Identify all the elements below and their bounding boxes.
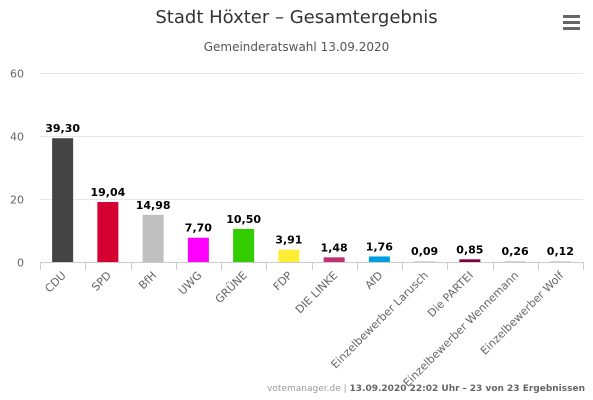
data-label: 0,12 [547, 245, 574, 258]
bar-fdp [278, 249, 300, 262]
footer-count: 23 von 23 Ergebnissen [469, 384, 585, 394]
x-tick-label: SPD [89, 269, 114, 294]
x-tick-label: FDP [271, 269, 296, 294]
bar-spd [97, 202, 119, 262]
menu-line [563, 21, 580, 24]
bar-einzelbewerber-larusch [414, 261, 436, 262]
x-tick-label: DIE LINKE [293, 269, 340, 316]
chart-subtitle: Gemeinderatswahl 13.09.2020 [203, 40, 390, 54]
x-tick-label: Einzelbewerber Larusch [329, 269, 431, 371]
data-label: 14,98 [136, 199, 171, 212]
menu-line [563, 27, 580, 30]
data-label: 39,30 [45, 122, 80, 135]
bar-uwg [187, 237, 209, 262]
footer: votemanager.de | 13.09.2020 22:02 Uhr – … [267, 384, 585, 394]
data-label: 0,09 [411, 245, 438, 258]
bar-einzelbewerber-wolf [549, 261, 571, 262]
bar-cdu [52, 138, 74, 262]
data-label: 3,91 [275, 234, 302, 247]
y-tick-label: 20 [10, 194, 24, 207]
y-tick-label: 0 [17, 257, 24, 270]
footer-source[interactable]: votemanager.de [267, 384, 341, 394]
bar-gr-ne [233, 228, 255, 262]
bar-afd [368, 256, 390, 262]
data-label: 7,70 [185, 222, 212, 235]
bar-bfh [142, 214, 164, 262]
x-tick-label: BfH [136, 269, 159, 292]
data-label: 1,76 [366, 240, 393, 253]
x-tick-label: Einzelbewerber Wolf [478, 268, 567, 357]
x-tick-label: UWG [176, 269, 205, 298]
footer-dash: – [462, 384, 467, 394]
x-tick-label: CDU [42, 269, 68, 295]
data-label: 1,48 [321, 241, 348, 254]
chart-title: Stadt Höxter – Gesamtergebnis [155, 7, 438, 28]
footer-separator: | [343, 384, 347, 394]
x-tick-label: GRÜNE [213, 269, 250, 306]
data-label: 10,50 [226, 213, 261, 226]
y-tick-label: 40 [10, 131, 24, 144]
footer-timestamp: 13.09.2020 22:02 Uhr [349, 384, 460, 394]
hamburger-menu-icon[interactable] [560, 12, 584, 34]
y-tick-label: 60 [10, 68, 24, 81]
bar-die-linke [323, 257, 345, 262]
menu-line [563, 15, 580, 18]
bar-einzelbewerber-wennemann [504, 261, 526, 262]
bar-die-partei [459, 259, 481, 262]
x-tick-label: AfD [363, 269, 386, 292]
data-label: 19,04 [90, 186, 125, 199]
data-label: 0,85 [456, 243, 483, 256]
data-label: 0,26 [502, 245, 529, 258]
